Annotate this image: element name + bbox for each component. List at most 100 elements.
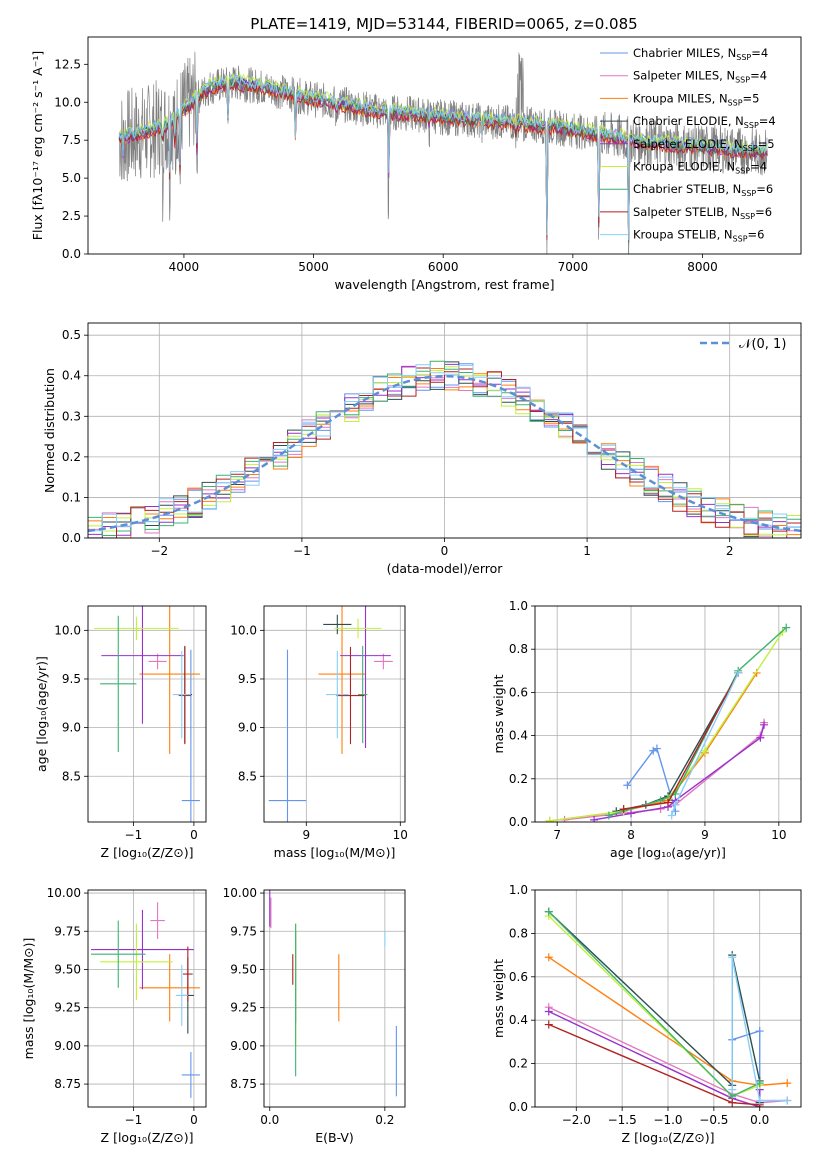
x-tick-label: 0: [441, 544, 449, 558]
marker-kroupa-stelib: [728, 1085, 737, 1094]
x-axis-label: wavelength [Angstrom, rest frame]: [334, 277, 554, 292]
x-tick-label: −1.0: [653, 1113, 682, 1127]
x-tick-label: 0: [190, 1113, 198, 1127]
y-tick-label: 10.0: [230, 623, 257, 637]
y-tick-label: 10.00: [47, 886, 81, 900]
y-tick-label: 9.0: [62, 721, 81, 735]
y-tick-label: 8.75: [230, 1077, 257, 1091]
x-tick-label: 5000: [298, 260, 329, 274]
plot-area-residuals: [88, 323, 801, 538]
series-chabrier-stelib: [604, 623, 791, 820]
x-tick-label: −1: [125, 1113, 143, 1127]
y-tick-label: 9.25: [230, 1001, 257, 1015]
plot-area-mass-weight-vs-age: [535, 606, 801, 822]
y-tick-label: 0.0: [509, 815, 528, 829]
x-tick-label: 1: [583, 544, 591, 558]
x-tick-label: 9: [701, 828, 709, 842]
x-tick-label: −1: [125, 828, 143, 842]
marker-kroupa-stelib: [783, 1096, 792, 1105]
legend-label: Chabrier MILES, NSSP=4: [633, 46, 768, 62]
axes-frame-mass-weight-vs-Z: [534, 889, 802, 1108]
x-axis-label: age [log₁₀(age/yr)]: [610, 845, 726, 860]
y-tick-label: 5.0: [62, 171, 81, 185]
line-kroupa-miles: [548, 956, 788, 1087]
plot-area-mass-vs-ebv: [264, 890, 405, 1107]
marker-kroupa-elodie: [545, 816, 554, 822]
legend-sub: SSP: [740, 212, 755, 221]
marker-salpeter-elodie: [590, 815, 599, 822]
y-tick-label: 8.5: [238, 769, 257, 783]
legend-n: =4: [750, 69, 767, 83]
legend-sub: SSP: [741, 189, 756, 198]
y-tick-label: 0.3: [62, 409, 81, 423]
errorbar-chabrier-stelib: [358, 645, 368, 744]
x-tick-label: 4000: [169, 260, 200, 274]
y-tick-label: 0.8: [509, 926, 528, 940]
y-axis-label: mass weight: [491, 959, 506, 1038]
axes-age-vs-mass: 9 10 8.5 9.0 9.5 10.0 mass [log₁₀(M/M⊙)]: [230, 605, 408, 860]
marker-chabrier-miles: [652, 744, 661, 753]
marker-salpeter-elodie: [627, 809, 636, 818]
marker-kroupa-elodie: [700, 746, 709, 755]
model-spectrum-kroupa-stelib: [118, 73, 768, 241]
legend-sub: SSP: [744, 121, 759, 130]
x-tick-label: 9: [302, 828, 310, 842]
y-tick-label: 0.6: [509, 970, 528, 984]
y-tick-label: 9.00: [54, 1039, 81, 1053]
marker-salpeter-stelib: [728, 1098, 737, 1107]
y-tick-label: 0.0: [62, 531, 81, 545]
y-tick-label: 9.5: [238, 672, 257, 686]
residual-hist-kroupa-stelib: [88, 364, 801, 532]
plot-area-age-vs-Z: [88, 606, 206, 822]
y-tick-label: 7.5: [62, 133, 81, 147]
series-salpeter-stelib: [544, 1020, 764, 1107]
errorbar-chabrier-miles: [181, 649, 200, 822]
y-tick-label: 2.5: [62, 209, 81, 223]
errorbar-kroupa-miles: [139, 606, 200, 754]
y-tick-label: 0.0: [509, 1100, 528, 1114]
legend-n: =4: [751, 46, 768, 60]
legend-label: Chabrier STELIB, NSSP=6: [633, 182, 773, 198]
series-kroupa-stelib: [728, 953, 792, 1105]
x-tick-label: 10: [771, 828, 786, 842]
axes-frame-mass-vs-ebv: [263, 889, 406, 1108]
marker-salpeter-stelib: [619, 805, 628, 814]
legend-n: =6: [748, 228, 765, 242]
errorbar-salpeter-miles: [150, 902, 165, 939]
legend-n: =6: [756, 182, 773, 196]
legend-label: Kroupa STELIB, NSSP=6: [633, 228, 764, 244]
marker-kroupa-stelib: [667, 811, 676, 820]
x-tick-label: −0.5: [699, 1113, 728, 1127]
axes-frame-residuals: [87, 322, 802, 539]
axes-residuals: −2 −1 0 1 2 0.0 0.1 0.2 0.3 0.4 0.5 (data-model)/er…: [42, 322, 802, 576]
series-salpeter-stelib: [619, 668, 743, 814]
x-axis-label: (data-model)/error: [387, 561, 504, 576]
line-kroupa-elodie: [549, 631, 784, 822]
legend-label: Salpeter MILES, NSSP=4: [633, 69, 767, 85]
y-axis-label: mass weight: [491, 674, 506, 753]
legend-sub: SSP: [735, 76, 750, 85]
axes-frame-age-vs-Z: [87, 605, 207, 823]
axes-mass-weight-vs-Z: −2.0 −1.5 −1.0 −0.5 0.0 0.0 0.2 0.4 0.6 0.8 1.0 Z […: [491, 883, 802, 1145]
series-chabrier-stelib: [544, 907, 764, 1101]
y-axis-label: Normed distribution: [42, 368, 57, 493]
x-axis-label: Z [log₁₀(Z/Z⊙)]: [101, 1130, 194, 1145]
errorbar-kroupa-stelib: [175, 964, 188, 1027]
y-tick-label: 8.5: [62, 769, 81, 783]
plot-area-spectrum: [118, 51, 768, 254]
legend-n: =4: [759, 114, 776, 128]
marker-salpeter-stelib: [664, 798, 672, 807]
line-salpeter-stelib: [623, 672, 739, 810]
x-tick-label: 2: [726, 544, 734, 558]
axes-frame-mass-vs-Z: [87, 889, 207, 1108]
residual-hist-chabrier-stelib: [88, 360, 801, 536]
legend-n: =6: [755, 205, 772, 219]
errorbar-kroupa-elodie: [94, 616, 179, 641]
legend-sub: SSP: [735, 167, 750, 176]
errorbar-kroupa-stelib: [326, 650, 349, 739]
axes-mass-weight-vs-age: 7 8 9 10 0.0 0.2 0.4 0.6 0.8 1.0 age [log₁₀(age/yr…: [491, 599, 802, 860]
y-tick-label: 9.5: [62, 672, 81, 686]
marker-kroupa-stelib: [728, 953, 737, 962]
marker-chabrier-miles: [755, 1027, 764, 1036]
x-tick-label: 10: [393, 828, 408, 842]
